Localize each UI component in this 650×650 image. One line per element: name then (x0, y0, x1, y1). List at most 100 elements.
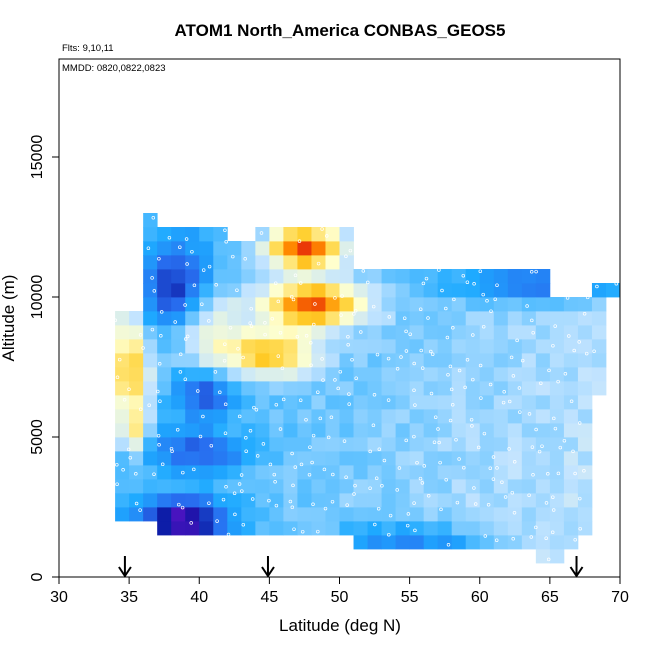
heatmap-cell (255, 283, 270, 298)
observation-point (342, 439, 347, 443)
observation-point (525, 304, 529, 308)
heatmap-cell (437, 493, 453, 508)
heatmap-cell (241, 339, 256, 354)
heatmap-cell (115, 465, 130, 480)
observation-point (511, 537, 515, 541)
observation-point (237, 414, 242, 419)
heatmap-cell (339, 395, 354, 410)
heatmap-cell (577, 339, 593, 354)
heatmap-cell (381, 521, 396, 536)
heatmap-cell (185, 465, 200, 480)
observation-point (291, 483, 295, 488)
heatmap-cell (171, 255, 186, 270)
heatmap-cell (157, 437, 172, 452)
observation-point (244, 436, 248, 440)
observation-point (222, 358, 227, 363)
heatmap-cell (297, 255, 312, 270)
heatmap-cell (507, 423, 523, 438)
heatmap-cell (339, 269, 354, 284)
heatmap-cell (479, 353, 495, 368)
heatmap-cell (395, 521, 411, 536)
observation-point (322, 467, 327, 472)
heatmap-cell (507, 493, 523, 508)
heatmap-cell (311, 283, 326, 298)
heatmap-cell (521, 535, 537, 550)
flight-marker-arrow-head (569, 566, 584, 578)
heatmap-cell (423, 269, 439, 284)
heatmap-cell (353, 381, 368, 396)
heatmap-cell (409, 339, 425, 354)
heatmap-cell (129, 423, 144, 438)
observation-point (273, 480, 277, 484)
heatmap-cell (395, 367, 411, 382)
heatmap-cell (577, 423, 593, 438)
heatmap-cell (605, 283, 621, 298)
heatmap-cell (409, 479, 425, 494)
heatmap-cell (269, 409, 284, 424)
heatmap-cell (171, 451, 186, 466)
heatmap-cell (185, 367, 200, 382)
heatmap-cell (283, 521, 298, 536)
heatmap-cell (213, 367, 228, 382)
heatmap-cell (185, 493, 200, 508)
observation-point (512, 460, 517, 464)
observation-point (198, 434, 203, 439)
heatmap-cell (283, 241, 298, 256)
observation-point (274, 503, 279, 508)
heatmap-cell (549, 507, 565, 522)
heatmap-cell (563, 493, 579, 508)
observation-point (288, 499, 293, 504)
heatmap-cell (479, 507, 495, 522)
observation-point (233, 512, 237, 517)
heatmap-cell (535, 479, 551, 494)
observation-point (531, 473, 535, 477)
observation-point (426, 316, 430, 320)
observation-point (331, 472, 335, 477)
heatmap-cell (339, 423, 354, 438)
heatmap-cell (297, 465, 312, 480)
observation-point (320, 357, 324, 361)
heatmap-cell (535, 395, 551, 410)
heatmap-cell (185, 255, 200, 270)
heatmap-cell (157, 241, 172, 256)
observation-point (333, 378, 337, 382)
observation-point (465, 280, 470, 284)
heatmap-cell (577, 367, 593, 382)
observation-point (534, 427, 538, 432)
heatmap-cell (213, 507, 228, 522)
observation-point (563, 372, 568, 376)
observation-point (556, 471, 561, 476)
heatmap-cell (283, 423, 298, 438)
heatmap-cell (507, 437, 523, 452)
heatmap-cell (297, 423, 312, 438)
heatmap-cell (493, 381, 509, 396)
heatmap-cell (185, 311, 200, 326)
heatmap-cell (339, 297, 354, 312)
heatmap-cell (129, 451, 144, 466)
heatmap-cell (423, 353, 439, 368)
heatmap-cell (353, 507, 368, 522)
heatmap-cell (143, 479, 158, 494)
heatmap-cell (437, 353, 453, 368)
heatmap-cell (227, 255, 242, 270)
heatmap-cell (269, 353, 284, 368)
heatmap-cell (451, 353, 467, 368)
heatmap-cell (381, 367, 396, 382)
heatmap-cell (577, 507, 593, 522)
heatmap-cell (199, 479, 214, 494)
heatmap-cell (479, 311, 495, 326)
heatmap-cell (213, 479, 228, 494)
heatmap-cell (171, 479, 186, 494)
heatmap-cell (241, 283, 256, 298)
heatmap-cell (339, 465, 354, 480)
observation-point (291, 297, 296, 302)
heatmap-cell (227, 465, 242, 480)
observation-point (239, 473, 244, 477)
heatmap-cell (423, 283, 439, 298)
heatmap-cell (479, 465, 495, 480)
heatmap-cell (465, 325, 481, 340)
observation-point (465, 358, 470, 362)
observation-point (551, 508, 556, 512)
heatmap-cell (199, 521, 214, 536)
heatmap-cell (171, 269, 186, 284)
